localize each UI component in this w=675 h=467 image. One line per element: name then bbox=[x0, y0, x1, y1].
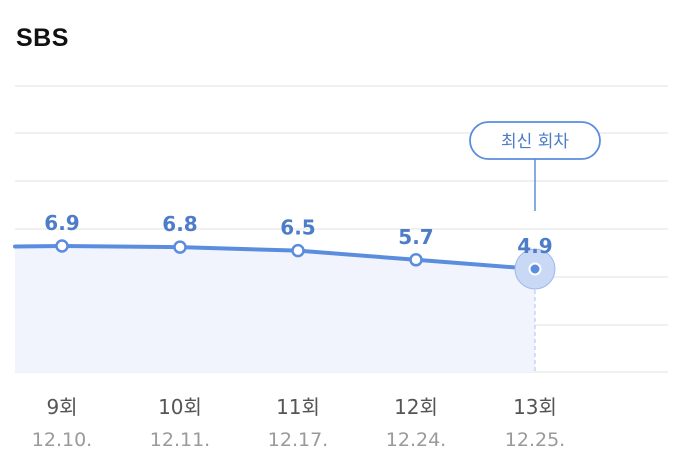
value-label: 6.5 bbox=[280, 216, 315, 240]
latest-badge bbox=[469, 121, 601, 160]
data-point bbox=[291, 243, 305, 258]
series-line bbox=[13, 244, 537, 271]
episode-label: 9회 bbox=[46, 395, 77, 419]
value-label: 4.9 bbox=[517, 234, 552, 258]
area-fill bbox=[15, 246, 535, 372]
episode-label: 10회 bbox=[158, 395, 202, 419]
date-label: 12.25. bbox=[505, 429, 565, 451]
value-label: 6.8 bbox=[162, 212, 197, 236]
data-point bbox=[409, 253, 423, 267]
chart-title: SBS bbox=[16, 24, 69, 52]
date-label: 12.11. bbox=[150, 429, 210, 451]
latest-point bbox=[528, 262, 542, 276]
data-point bbox=[55, 239, 69, 253]
date-label: 12.24. bbox=[386, 429, 446, 451]
value-label: 6.9 bbox=[44, 211, 79, 235]
value-label: 5.7 bbox=[398, 225, 433, 249]
date-label: 12.17. bbox=[268, 429, 328, 451]
episode-label: 12회 bbox=[394, 395, 438, 419]
episode-label: 13회 bbox=[513, 395, 557, 419]
episode-label: 11회 bbox=[276, 395, 320, 419]
latest-badge-label: 최신 회차 bbox=[501, 132, 569, 152]
date-label: 12.10. bbox=[32, 429, 92, 451]
data-point bbox=[173, 240, 187, 254]
